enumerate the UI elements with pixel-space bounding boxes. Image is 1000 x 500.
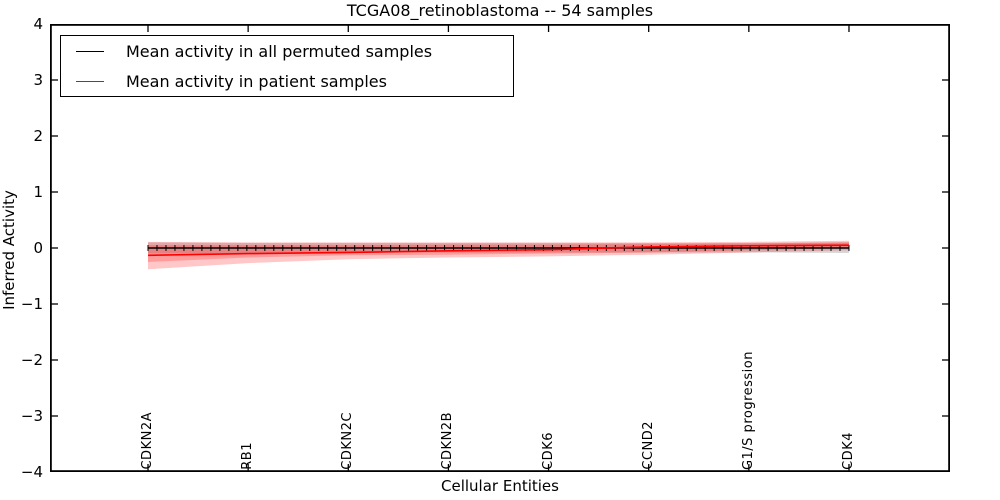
legend: Mean activity in all permuted samples Mea… — [60, 35, 514, 97]
y-tick-label: 1 — [33, 183, 43, 201]
x-tick-label-ccnd2: CCND2 — [640, 421, 656, 470]
y-tick-label: 0 — [33, 239, 43, 257]
x-tick-label-cdkn2a: CDKN2A — [140, 412, 155, 470]
plot-frame — [50, 24, 950, 472]
plot-area — [50, 24, 950, 472]
legend-label: Mean activity in all permuted samples — [126, 41, 433, 61]
y-tick-label: 3 — [33, 71, 43, 89]
y-axis-label: Inferred Activity — [0, 190, 18, 310]
legend-line-sample — [76, 80, 104, 82]
y-tick-label: 4 — [33, 15, 43, 33]
y-tick-label: −2 — [20, 351, 43, 369]
x-tick-label-cdk6: CDK6 — [540, 432, 556, 470]
y-tick-label: −1 — [20, 295, 43, 313]
legend-line-sample — [76, 50, 104, 52]
x-tick-label-cdkn2b: CDKN2B — [440, 412, 456, 470]
x-tick-label-g1-s-progression: G1/S progression — [740, 350, 756, 470]
chart-title: TCGA08_retinoblastoma -- 54 samples — [346, 1, 654, 20]
x-axis-label: Cellular Entities — [441, 477, 559, 495]
x-tick-label-rb1: RB1 — [240, 442, 256, 470]
y-tick-label: −3 — [20, 407, 43, 425]
legend-item: Mean activity in patient samples — [76, 67, 513, 95]
legend-label: Mean activity in patient samples — [126, 71, 387, 91]
y-tick-label: 2 — [33, 127, 43, 145]
y-tick-label: −4 — [20, 463, 43, 481]
x-tick-label-cdk4: CDK4 — [840, 432, 856, 470]
patient-mean-line — [147, 244, 849, 257]
legend-item: Mean activity in all permuted samples — [76, 37, 513, 65]
x-tick-label-cdkn2c: CDKN2C — [340, 412, 356, 470]
